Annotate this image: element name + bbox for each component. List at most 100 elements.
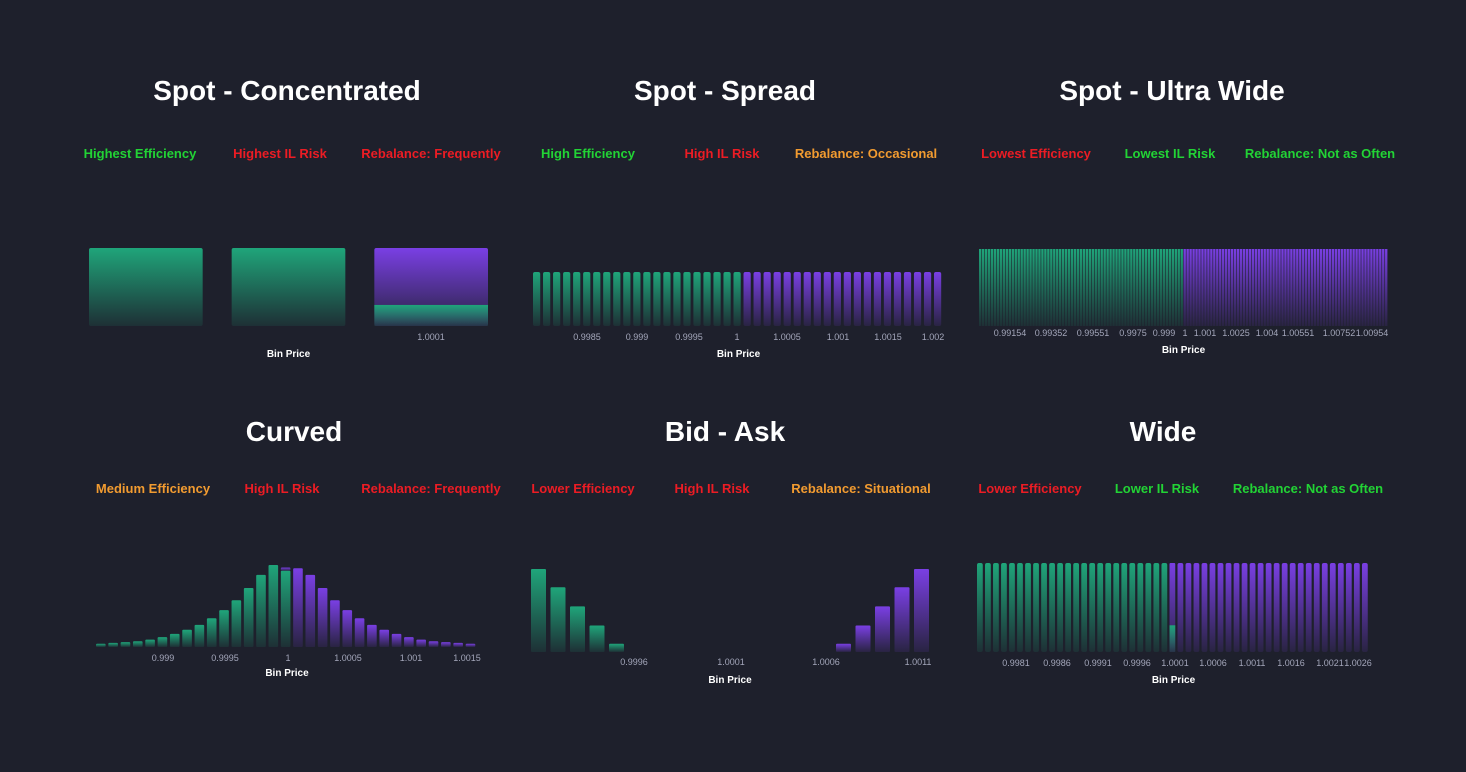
tick-label: 1.001 <box>827 332 850 342</box>
bar <box>1091 249 1094 326</box>
bar <box>280 570 291 647</box>
bar <box>1145 563 1152 652</box>
bar <box>1319 249 1323 326</box>
metric-efficiency: Lower Efficiency <box>978 481 1082 496</box>
bar <box>543 272 551 326</box>
tick-label: 1.0015 <box>874 332 902 342</box>
bar <box>1343 249 1346 326</box>
metric-rebalance: Rebalance: Occasional <box>794 146 938 161</box>
metric-rebalance: Rebalance: Frequently <box>361 146 501 161</box>
bar <box>1382 249 1385 326</box>
tick-label: 0.99154 <box>994 328 1027 338</box>
bar <box>573 272 581 326</box>
bar <box>1353 563 1360 652</box>
bar <box>1159 249 1163 326</box>
metric-il-risk: Lower IL Risk <box>1114 481 1200 496</box>
bar <box>293 568 303 647</box>
bar <box>723 272 731 326</box>
bar <box>391 633 402 647</box>
bar <box>1088 249 1092 326</box>
bar <box>855 625 871 652</box>
bar <box>1273 563 1280 652</box>
bar <box>1005 249 1009 326</box>
bar <box>1041 563 1047 652</box>
bar <box>206 618 217 647</box>
bar <box>1032 249 1035 326</box>
bar <box>1263 249 1266 326</box>
bar <box>1044 249 1047 326</box>
metric-rebalance: Rebalance: Not as Often <box>1232 481 1384 496</box>
bar <box>984 249 988 326</box>
panel-title-spot-spread: Spot - Spread <box>633 75 816 106</box>
bar <box>875 606 890 652</box>
bar <box>1026 249 1029 326</box>
chart-spot-ultra-wide: 0.99154 0.99352 0.99551 0.9975 0.999 1 1.001 1.… <box>979 249 1388 356</box>
bar <box>987 249 991 326</box>
bar <box>465 643 476 647</box>
bar <box>993 563 999 652</box>
bar <box>1156 249 1160 326</box>
bar <box>1100 249 1103 326</box>
bar <box>1373 249 1376 326</box>
tick-label: 0.9996 <box>620 657 648 667</box>
bar <box>1162 249 1166 326</box>
bar <box>1216 249 1219 326</box>
bar <box>268 565 279 647</box>
tick-label: 0.9996 <box>1123 658 1151 668</box>
bar <box>1241 563 1248 652</box>
bar <box>1376 249 1379 326</box>
metric-il-risk: Highest IL Risk <box>233 146 327 161</box>
panel-title-spot-ultra-wide: Spot - Ultra Wide <box>1059 75 1285 106</box>
bar <box>1370 249 1373 326</box>
bar <box>893 272 902 326</box>
bar <box>1153 563 1160 652</box>
bar <box>1029 249 1032 326</box>
bar <box>1144 249 1148 326</box>
tick-label: 1.0016 <box>1277 658 1305 668</box>
bar <box>1364 249 1367 326</box>
bar <box>593 272 601 326</box>
bar <box>1038 249 1041 326</box>
bar <box>194 624 205 647</box>
bar <box>1023 249 1026 326</box>
bar <box>531 569 546 652</box>
tick-label: 1.0006 <box>1199 658 1227 668</box>
bar <box>1257 563 1264 652</box>
bar <box>653 272 661 326</box>
bar <box>1242 249 1246 326</box>
bar <box>1165 249 1169 326</box>
chart-spot-spread: 0.9985 0.999 0.9995 1 1.0005 1.001 1.0015 1.002… <box>533 272 944 360</box>
bar <box>379 629 390 647</box>
bar <box>1233 249 1237 326</box>
bar <box>693 272 701 326</box>
tick-label: 0.9995 <box>211 653 239 663</box>
bar <box>803 272 811 326</box>
bar <box>1195 249 1198 326</box>
bar <box>843 272 851 326</box>
x-axis-label: Bin Price <box>1162 345 1206 356</box>
bar <box>1047 249 1050 326</box>
bar <box>1050 249 1053 326</box>
bar <box>342 610 353 647</box>
panel-title-bid-ask: Bid - Ask <box>664 416 786 447</box>
bar <box>683 272 691 326</box>
bar <box>1281 563 1288 652</box>
bar <box>1209 563 1216 652</box>
bar <box>1189 249 1192 326</box>
bar <box>1035 249 1038 326</box>
bar <box>1254 249 1258 326</box>
bar <box>993 249 997 326</box>
bar <box>1137 563 1144 652</box>
bar <box>1358 249 1361 326</box>
bar <box>1183 249 1186 326</box>
bar <box>863 272 872 326</box>
bar <box>1281 249 1284 326</box>
bar <box>1201 249 1204 326</box>
bar <box>1185 563 1192 652</box>
bar <box>1112 249 1115 326</box>
tick-label: 0.9981 <box>1002 658 1030 668</box>
bar <box>1113 563 1120 652</box>
bar <box>894 587 910 652</box>
bar <box>1079 249 1083 326</box>
bar <box>1130 249 1133 326</box>
